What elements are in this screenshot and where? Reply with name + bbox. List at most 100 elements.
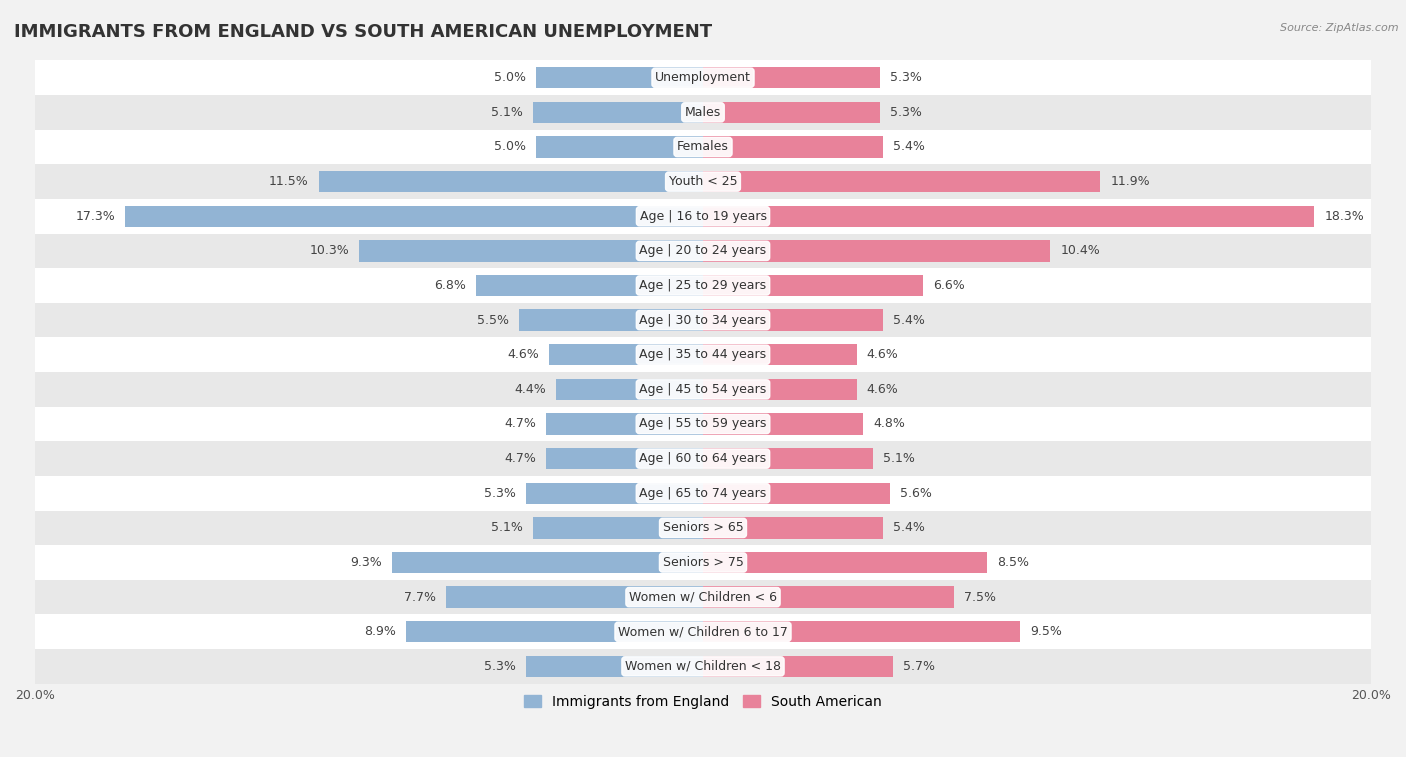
Text: 8.9%: 8.9% xyxy=(364,625,395,638)
Bar xyxy=(550,344,703,366)
Text: 5.0%: 5.0% xyxy=(494,141,526,154)
Bar xyxy=(703,552,987,573)
Text: 5.5%: 5.5% xyxy=(477,313,509,326)
Bar xyxy=(35,129,1371,164)
Bar xyxy=(35,338,1371,372)
Bar xyxy=(703,171,1101,192)
Bar xyxy=(35,268,1371,303)
Text: 5.0%: 5.0% xyxy=(494,71,526,84)
Bar xyxy=(35,545,1371,580)
Bar xyxy=(703,482,890,504)
Bar xyxy=(35,164,1371,199)
Text: 10.3%: 10.3% xyxy=(309,245,349,257)
Bar xyxy=(35,476,1371,510)
Bar xyxy=(703,413,863,435)
Text: 5.4%: 5.4% xyxy=(893,313,925,326)
Text: 4.6%: 4.6% xyxy=(866,348,898,361)
Bar xyxy=(703,621,1021,643)
Text: 5.7%: 5.7% xyxy=(904,660,935,673)
Text: Age | 55 to 59 years: Age | 55 to 59 years xyxy=(640,418,766,431)
Bar xyxy=(546,413,703,435)
Bar xyxy=(35,441,1371,476)
Bar xyxy=(446,587,703,608)
Text: Age | 16 to 19 years: Age | 16 to 19 years xyxy=(640,210,766,223)
Text: Age | 65 to 74 years: Age | 65 to 74 years xyxy=(640,487,766,500)
Text: 6.6%: 6.6% xyxy=(934,279,966,292)
Bar xyxy=(35,372,1371,407)
Text: 4.7%: 4.7% xyxy=(505,418,536,431)
Bar xyxy=(35,199,1371,234)
Text: Women w/ Children < 6: Women w/ Children < 6 xyxy=(628,590,778,603)
Bar xyxy=(35,407,1371,441)
Text: 4.4%: 4.4% xyxy=(515,383,546,396)
Bar xyxy=(536,67,703,89)
Bar xyxy=(703,587,953,608)
Text: 17.3%: 17.3% xyxy=(76,210,115,223)
Text: Unemployment: Unemployment xyxy=(655,71,751,84)
Text: Women w/ Children 6 to 17: Women w/ Children 6 to 17 xyxy=(619,625,787,638)
Bar xyxy=(703,517,883,539)
Text: Males: Males xyxy=(685,106,721,119)
Bar xyxy=(35,510,1371,545)
Text: 4.6%: 4.6% xyxy=(866,383,898,396)
Legend: Immigrants from England, South American: Immigrants from England, South American xyxy=(519,689,887,714)
Text: Women w/ Children < 18: Women w/ Children < 18 xyxy=(626,660,780,673)
Bar xyxy=(555,378,703,400)
Bar xyxy=(475,275,703,296)
Text: 7.5%: 7.5% xyxy=(963,590,995,603)
Text: 4.8%: 4.8% xyxy=(873,418,905,431)
Text: Age | 60 to 64 years: Age | 60 to 64 years xyxy=(640,452,766,465)
Text: Females: Females xyxy=(678,141,728,154)
Text: 5.1%: 5.1% xyxy=(883,452,915,465)
Bar xyxy=(392,552,703,573)
Bar xyxy=(703,205,1315,227)
Bar xyxy=(125,205,703,227)
Text: 9.5%: 9.5% xyxy=(1031,625,1062,638)
Text: Age | 45 to 54 years: Age | 45 to 54 years xyxy=(640,383,766,396)
Bar xyxy=(703,656,893,677)
Text: Youth < 25: Youth < 25 xyxy=(669,175,737,188)
Text: 5.4%: 5.4% xyxy=(893,522,925,534)
Text: 6.8%: 6.8% xyxy=(434,279,465,292)
Bar xyxy=(703,136,883,157)
Bar xyxy=(35,580,1371,615)
Text: 18.3%: 18.3% xyxy=(1324,210,1364,223)
Text: 8.5%: 8.5% xyxy=(997,556,1029,569)
Bar xyxy=(319,171,703,192)
Text: Seniors > 75: Seniors > 75 xyxy=(662,556,744,569)
Text: IMMIGRANTS FROM ENGLAND VS SOUTH AMERICAN UNEMPLOYMENT: IMMIGRANTS FROM ENGLAND VS SOUTH AMERICA… xyxy=(14,23,713,41)
Text: 5.1%: 5.1% xyxy=(491,522,523,534)
Text: 11.9%: 11.9% xyxy=(1111,175,1150,188)
Text: 5.3%: 5.3% xyxy=(890,106,922,119)
Bar xyxy=(35,303,1371,338)
Bar xyxy=(703,101,880,123)
Bar xyxy=(546,448,703,469)
Bar xyxy=(703,344,856,366)
Bar xyxy=(703,240,1050,262)
Bar xyxy=(35,615,1371,649)
Bar xyxy=(526,656,703,677)
Bar xyxy=(703,275,924,296)
Text: Source: ZipAtlas.com: Source: ZipAtlas.com xyxy=(1281,23,1399,33)
Text: 9.3%: 9.3% xyxy=(350,556,382,569)
Text: 5.3%: 5.3% xyxy=(484,487,516,500)
Bar xyxy=(35,234,1371,268)
Text: Seniors > 65: Seniors > 65 xyxy=(662,522,744,534)
Bar xyxy=(35,95,1371,129)
Bar xyxy=(533,517,703,539)
Bar xyxy=(519,310,703,331)
Text: 5.6%: 5.6% xyxy=(900,487,932,500)
Text: 7.7%: 7.7% xyxy=(404,590,436,603)
Bar xyxy=(35,61,1371,95)
Text: Age | 35 to 44 years: Age | 35 to 44 years xyxy=(640,348,766,361)
Bar xyxy=(35,649,1371,684)
Text: 5.1%: 5.1% xyxy=(491,106,523,119)
Text: 11.5%: 11.5% xyxy=(269,175,309,188)
Text: 10.4%: 10.4% xyxy=(1060,245,1099,257)
Bar xyxy=(703,67,880,89)
Bar xyxy=(703,448,873,469)
Bar xyxy=(526,482,703,504)
Text: Age | 30 to 34 years: Age | 30 to 34 years xyxy=(640,313,766,326)
Text: Age | 20 to 24 years: Age | 20 to 24 years xyxy=(640,245,766,257)
Bar xyxy=(359,240,703,262)
